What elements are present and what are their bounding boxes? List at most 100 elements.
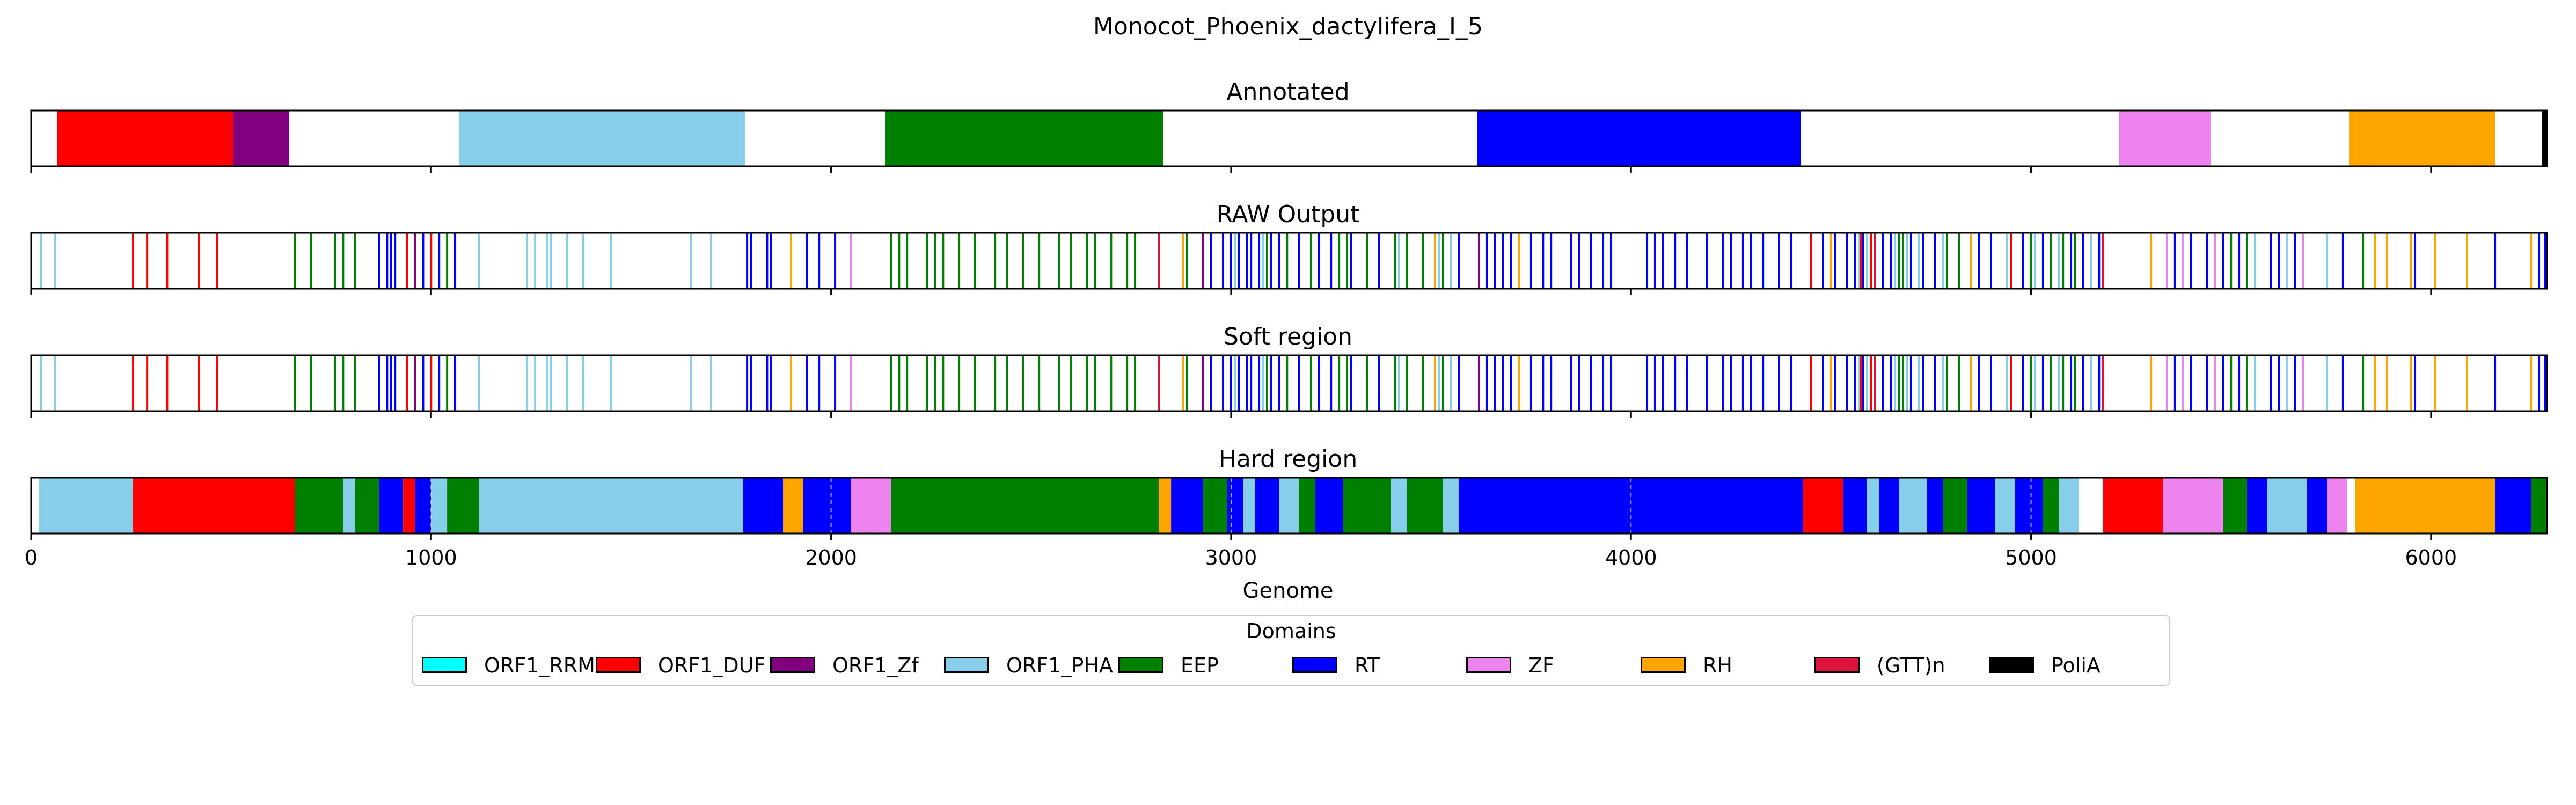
segment-orf1-pha <box>1443 478 1459 533</box>
segment-orf1-pha <box>1243 478 1255 533</box>
segment-eep <box>2043 478 2059 533</box>
track-raw-output: RAW Output <box>30 201 2548 295</box>
legend-item-orf1-pha: ORF1_PHA <box>944 653 1118 680</box>
segment-rt <box>1967 478 1995 533</box>
x-tick-label: 1000 <box>405 546 457 569</box>
legend-swatch <box>1989 657 2034 673</box>
segment-rt <box>1477 111 1801 166</box>
segment-eep <box>885 111 1163 166</box>
segment-rt <box>803 478 851 533</box>
segment-orf1-pha <box>2059 478 2079 533</box>
legend-item-eep: EEP <box>1118 653 1292 680</box>
segment-eep <box>1203 478 1227 533</box>
segment-rt <box>2307 478 2328 533</box>
legend-swatch <box>1118 657 1163 673</box>
segment-rh <box>2355 478 2496 533</box>
legend-label: ORF1_PHA <box>1006 654 1113 677</box>
segment-rt <box>1227 478 1243 533</box>
segment-eep <box>1299 478 1315 533</box>
track-frame <box>30 354 2548 412</box>
legend-swatch <box>944 657 989 673</box>
legend-item-zf: ZF <box>1466 653 1640 680</box>
segment-orf1-zf <box>233 111 289 166</box>
segment-rt <box>415 478 431 533</box>
segment-zf <box>2163 478 2223 533</box>
x-axis: 0 1000 2000 3000 4000 5000 6000 <box>25 546 2457 569</box>
legend-label: ORF1_Zf <box>832 654 919 677</box>
legend-item-orf1-zf: ORF1_Zf <box>770 653 944 680</box>
segment-orf1-duf <box>133 478 295 533</box>
segment-eep <box>891 478 1159 533</box>
legend-item-orf1-rrm: ORF1_RRM <box>422 653 596 680</box>
track-panels: Annotated RAW Output Soft region Hard regio… <box>30 78 2548 540</box>
segment-rt <box>1255 478 1279 533</box>
track-soft-region: Soft region <box>30 323 2548 418</box>
legend-swatch <box>1292 657 1337 673</box>
segment-orf1-pha <box>1867 478 1879 533</box>
segment-eep <box>2531 478 2547 533</box>
segment-orf1-duf <box>57 111 233 166</box>
x-tick-label: 3000 <box>1205 546 1257 569</box>
segment-orf1-pha <box>479 478 743 533</box>
segment-rt <box>1315 478 1343 533</box>
legend-swatch <box>422 657 467 673</box>
segment-eep <box>1343 478 1392 533</box>
segment-zf <box>851 478 891 533</box>
legend-label: (GTT)n <box>1877 654 1945 677</box>
segment-eep <box>2223 478 2248 533</box>
legend-label: ORF1_RRM <box>484 654 595 677</box>
legend-label: ORF1_DUF <box>658 654 766 677</box>
x-tick-label: 4000 <box>1605 546 1657 569</box>
segment-rt <box>743 478 784 533</box>
legend: Domains ORF1_RRM ORF1_DUF ORF1_Zf ORF1_PHA E… <box>412 615 2170 686</box>
legend-label: ZF <box>1528 654 1554 677</box>
legend-items: ORF1_RRM ORF1_DUF ORF1_Zf ORF1_PHA EEP RT ZF RH… <box>422 653 2161 680</box>
track-frame <box>30 477 2548 535</box>
legend-swatch <box>1466 657 1511 673</box>
x-axis-label: Genome <box>1242 579 1333 603</box>
segment-eep <box>1943 478 1967 533</box>
segment-polia <box>2542 111 2547 166</box>
segment-rh <box>2349 111 2496 166</box>
chart-title: Monocot_Phoenix_dactylifera_I_5 <box>1093 13 1483 40</box>
track-title: RAW Output <box>1217 201 1360 228</box>
segment-eep <box>295 478 343 533</box>
legend-item-gtt-n: (GTT)n <box>1814 653 1988 680</box>
legend-swatch <box>596 657 641 673</box>
legend-label: EEP <box>1181 654 1219 677</box>
segment-orf1-pha <box>1391 478 1407 533</box>
legend-item-polia: PoliA <box>1989 653 2163 680</box>
segment-orf1-pha <box>2267 478 2307 533</box>
segment-orf1-pha <box>459 111 745 166</box>
legend-title: Domains <box>1246 619 1336 643</box>
segment-orf1-duf <box>403 478 415 533</box>
segment-orf1-pha <box>39 478 134 533</box>
segment-rt <box>379 478 404 533</box>
segment-rt <box>2495 478 2531 533</box>
legend-item-rh: RH <box>1641 653 1814 680</box>
segment-rt <box>1843 478 1867 533</box>
track-annotated: Annotated <box>30 78 2548 173</box>
segment-orf1-pha <box>431 478 448 533</box>
segment-eep <box>447 478 479 533</box>
legend-item-rt: RT <box>1292 653 1466 680</box>
segment-orf1-duf <box>2103 478 2163 533</box>
segment-rh <box>783 478 803 533</box>
track-frame <box>30 232 2548 290</box>
segment-zf <box>2119 111 2211 166</box>
track-hard-region: Hard region <box>30 445 2548 540</box>
segment-orf1-duf <box>1803 478 1843 533</box>
legend-swatch <box>1641 657 1686 673</box>
legend-label: RT <box>1355 654 1380 677</box>
segment-rh <box>1159 478 1172 533</box>
segment-rt <box>1171 478 1203 533</box>
segment-eep <box>355 478 379 533</box>
x-tick-label: 0 <box>25 546 38 569</box>
track-title: Annotated <box>1226 78 1349 106</box>
segment-rt <box>2247 478 2267 533</box>
track-frame <box>30 109 2548 167</box>
x-tick-label: 2000 <box>805 546 857 569</box>
legend-label: RH <box>1703 654 1732 677</box>
track-title: Hard region <box>1219 445 1357 473</box>
